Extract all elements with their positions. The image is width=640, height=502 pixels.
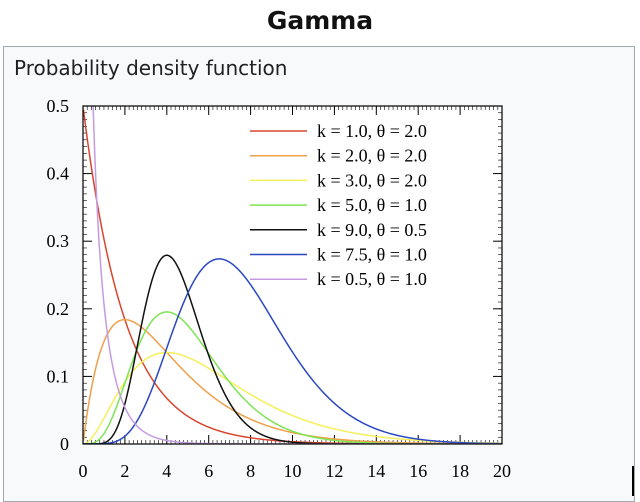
x-tick-label: 14: [367, 461, 385, 481]
y-tick-label: 0.2: [47, 299, 70, 319]
legend-label: k = 1.0, θ = 2.0: [317, 121, 427, 141]
plot-frame: [82, 105, 503, 445]
legend: k = 1.0, θ = 2.0 k = 2.0, θ = 2.0 k = 3.0,…: [250, 121, 427, 289]
x-tick-label: 16: [409, 461, 427, 481]
x-tick-labels: 0 2 4 6 8 10 12 14 16 18 20: [79, 461, 512, 481]
y-tick-label: 0.3: [47, 231, 70, 251]
series-line: [83, 258, 502, 444]
legend-label: k = 9.0, θ = 0.5: [317, 220, 427, 240]
edge-mark: [632, 466, 634, 496]
x-tick-label: 4: [162, 461, 171, 481]
x-tick-label: 8: [246, 461, 255, 481]
plot-background: [83, 106, 502, 444]
series-line: [83, 254, 502, 444]
y-tick-label: 0.5: [47, 96, 70, 116]
legend-label: k = 2.0, θ = 2.0: [317, 146, 427, 166]
x-tick-label: 20: [493, 461, 511, 481]
x-tick-label: 10: [284, 461, 302, 481]
y-tick-label: 0.1: [47, 366, 70, 386]
legend-label: k = 5.0, θ = 1.0: [317, 195, 427, 215]
page-title: Gamma: [266, 6, 374, 35]
legend-label: k = 3.0, θ = 2.0: [317, 170, 427, 190]
x-tick-label: 6: [204, 461, 213, 481]
y-tick-labels: 0 0.1 0.2 0.3 0.4 0.5: [47, 96, 70, 454]
x-tick-label: 0: [79, 461, 88, 481]
x-tick-label: 18: [451, 461, 469, 481]
figure-caption: Probability density function: [14, 56, 288, 80]
legend-label: k = 0.5, θ = 1.0: [317, 269, 427, 289]
x-tick-label: 2: [120, 461, 129, 481]
x-tick-label: 12: [325, 461, 343, 481]
legend-label: k = 7.5, θ = 1.0: [317, 245, 427, 265]
y-tick-label: 0: [60, 434, 69, 454]
y-tick-label: 0.4: [47, 164, 70, 184]
